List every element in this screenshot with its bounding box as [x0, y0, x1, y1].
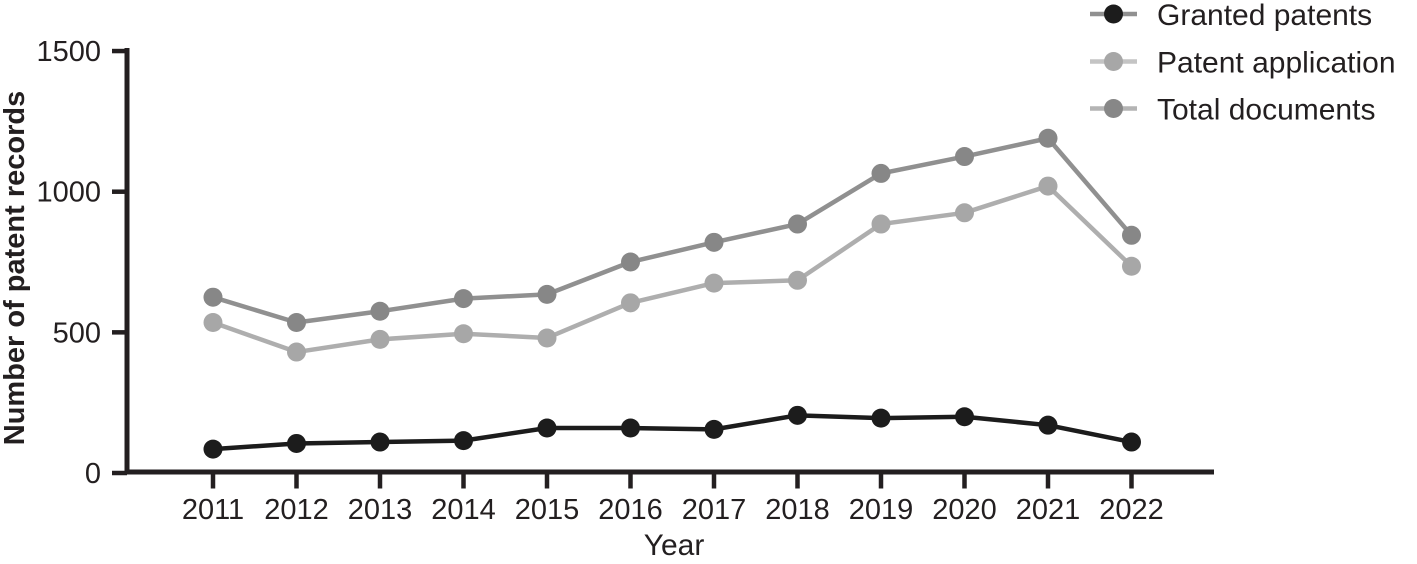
y-tick-label: 500 [53, 317, 101, 349]
data-point-patent-application-2013 [370, 329, 390, 349]
data-point-granted-patents-2021 [1038, 415, 1058, 435]
legend-marker-patent-application [1104, 52, 1123, 71]
y-tick-label: 1500 [36, 36, 101, 68]
data-point-total-documents-2016 [621, 252, 640, 272]
y-tick-label: 1000 [36, 177, 101, 209]
data-point-patent-application-2012 [287, 342, 306, 362]
data-point-patent-application-2016 [621, 293, 640, 313]
data-point-granted-patents-2020 [955, 407, 974, 427]
data-point-granted-patents-2012 [287, 433, 306, 453]
legend-marker-total-documents [1104, 99, 1123, 118]
data-point-total-documents-2022 [1122, 225, 1141, 245]
x-tick-label: 2018 [765, 494, 830, 526]
x-tick-label: 2021 [1016, 494, 1081, 526]
data-point-granted-patents-2017 [704, 419, 724, 439]
data-point-granted-patents-2019 [871, 408, 891, 428]
y-axis-title: Number of patent records [0, 91, 31, 446]
data-point-total-documents-2015 [537, 284, 557, 304]
x-tick-label: 2017 [682, 494, 747, 526]
legend-label-granted-patents: Granted patents [1157, 0, 1372, 32]
data-point-total-documents-2013 [370, 301, 390, 321]
x-tick-label: 2012 [264, 494, 329, 526]
data-point-patent-application-2020 [955, 203, 974, 223]
x-tick-label: 2013 [348, 494, 413, 526]
data-point-total-documents-2012 [287, 313, 306, 333]
data-point-granted-patents-2011 [203, 439, 223, 459]
data-point-granted-patents-2022 [1122, 432, 1141, 452]
x-tick-label: 2022 [1099, 494, 1164, 526]
x-tick-label: 2016 [598, 494, 663, 526]
data-point-patent-application-2022 [1122, 256, 1141, 276]
data-point-granted-patents-2016 [621, 418, 640, 438]
x-tick-label: 2011 [182, 494, 244, 526]
data-point-patent-application-2017 [704, 273, 724, 293]
y-tick-label: 0 [85, 458, 101, 490]
legend-label-patent-application: Patent application [1157, 47, 1396, 80]
data-point-total-documents-2011 [203, 287, 223, 307]
data-point-total-documents-2020 [955, 147, 974, 167]
data-point-total-documents-2014 [454, 289, 473, 309]
data-point-patent-application-2011 [203, 313, 223, 333]
data-point-total-documents-2021 [1038, 128, 1058, 148]
series-line-granted-patents [212, 413, 1132, 452]
series-line-patent-application [212, 183, 1134, 355]
data-point-patent-application-2018 [788, 270, 807, 290]
data-point-total-documents-2019 [871, 163, 891, 183]
data-point-granted-patents-2015 [537, 418, 557, 438]
legend-marker-granted-patents [1104, 4, 1123, 24]
x-tick-label: 2019 [849, 494, 914, 526]
data-point-granted-patents-2014 [454, 431, 473, 451]
series-line-total-documents [212, 136, 1134, 325]
data-point-total-documents-2017 [704, 232, 724, 252]
x-tick-label: 2015 [515, 494, 580, 526]
x-tick-label: 2020 [932, 494, 997, 526]
data-point-patent-application-2021 [1038, 176, 1058, 196]
data-point-granted-patents-2013 [370, 432, 390, 452]
data-point-patent-application-2014 [454, 324, 473, 344]
data-point-patent-application-2015 [537, 328, 557, 348]
legend-label-total-documents: Total documents [1157, 94, 1375, 127]
data-point-granted-patents-2018 [788, 405, 807, 425]
data-point-total-documents-2018 [788, 214, 807, 234]
x-axis-title: Year [644, 529, 705, 562]
x-tick-label: 2014 [431, 494, 496, 526]
data-point-patent-application-2019 [871, 214, 891, 234]
